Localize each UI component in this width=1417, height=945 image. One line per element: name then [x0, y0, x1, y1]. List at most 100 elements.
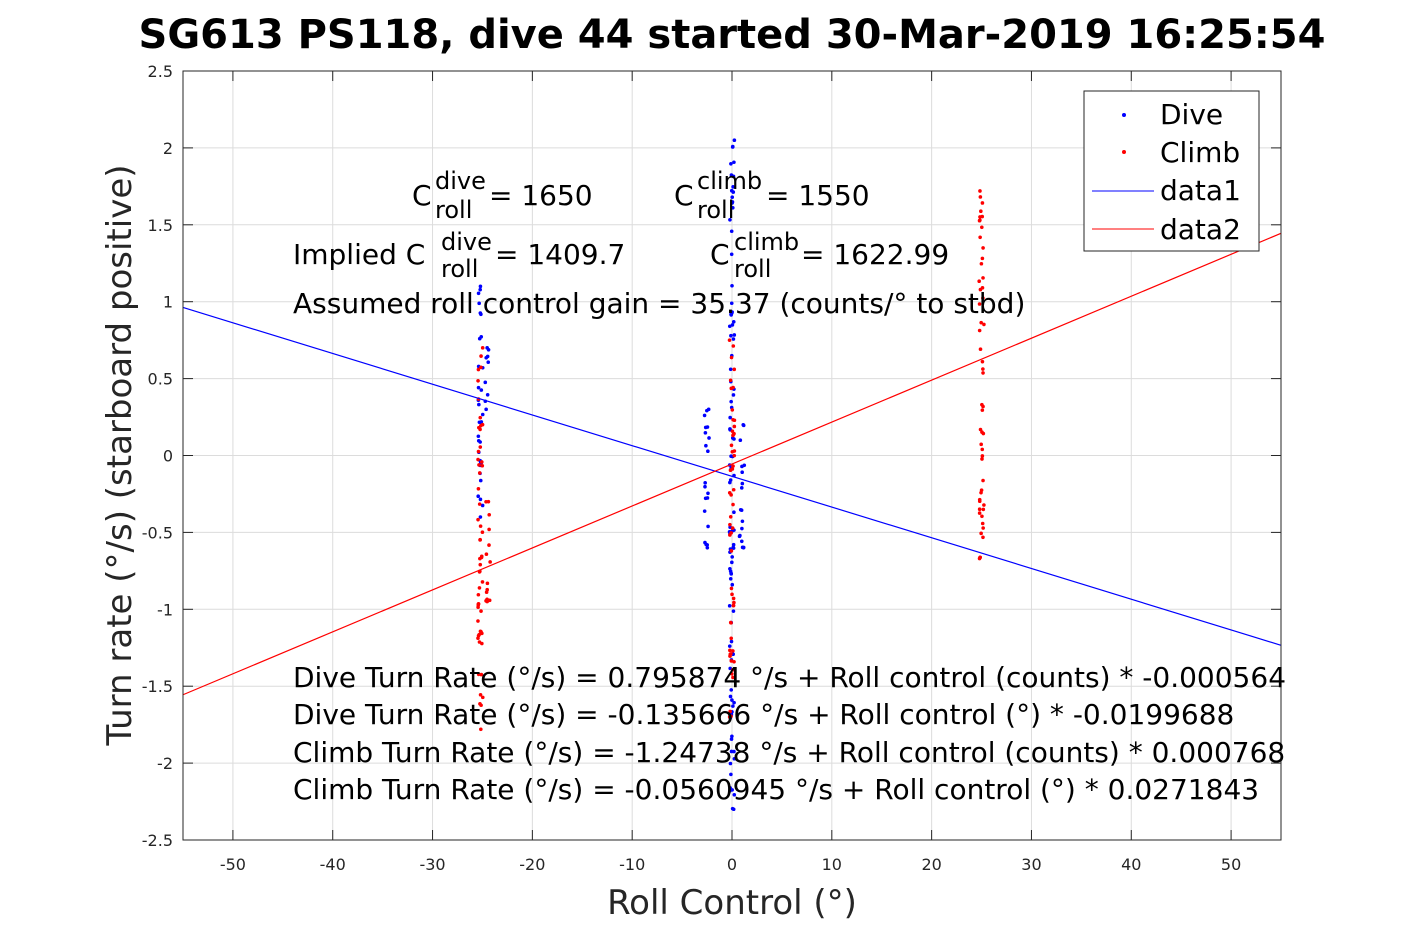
point-dive [730, 560, 734, 565]
point-dive [707, 436, 711, 440]
point-dive [732, 756, 737, 761]
point-climb [478, 537, 482, 542]
point-climb [728, 648, 732, 653]
point-dive [702, 509, 707, 513]
point-dive [705, 496, 710, 500]
point-climb [978, 347, 983, 352]
point-climb [732, 431, 736, 436]
point-climb [476, 378, 480, 383]
point-climb [981, 246, 985, 250]
point-climb [731, 649, 735, 653]
point-dive [729, 301, 734, 306]
point-climb [980, 359, 985, 364]
point-dive [485, 392, 490, 397]
point-dive [732, 160, 736, 165]
point-climb [478, 415, 483, 420]
point-dive [728, 217, 732, 222]
point-climb [980, 514, 984, 519]
point-dive [727, 604, 732, 608]
point-climb [476, 672, 481, 677]
implied-c-roll-climb-subscript: roll [734, 255, 771, 283]
point-climb [977, 499, 982, 504]
point-climb [978, 189, 982, 193]
point-climb [479, 423, 483, 428]
point-dive [483, 380, 488, 385]
point-dive [704, 443, 708, 448]
point-climb [728, 514, 733, 519]
point-climb [486, 499, 491, 504]
point-dive [729, 161, 733, 166]
point-dive [730, 698, 734, 702]
implied-c-roll-climb-value: = 1622.99 [801, 238, 949, 271]
point-climb [979, 209, 983, 214]
point-dive [730, 582, 735, 587]
point-climb [979, 320, 983, 325]
point-climb [479, 609, 483, 613]
point-climb [480, 530, 485, 535]
point-climb [480, 346, 485, 350]
point-climb [731, 502, 735, 507]
point-climb [977, 279, 981, 283]
point-dive [738, 438, 743, 443]
legend-data2-label: data2 [1160, 213, 1241, 246]
point-climb [478, 524, 483, 528]
point-dive [478, 284, 483, 289]
point-climb [980, 521, 985, 526]
point-climb [979, 488, 984, 492]
point-climb [480, 580, 485, 584]
point-dive [732, 510, 736, 514]
point-dive [729, 188, 734, 193]
point-climb [732, 659, 736, 664]
point-dive [738, 533, 742, 538]
point-dive [703, 481, 707, 485]
point-dive [729, 639, 734, 644]
point-dive [729, 399, 733, 404]
point-dive [478, 440, 482, 444]
point-dive [730, 200, 735, 204]
point-climb [980, 447, 985, 452]
point-climb [728, 533, 732, 537]
point-dive [480, 412, 485, 417]
point-dive [729, 688, 734, 692]
point-dive [706, 449, 710, 454]
point-climb [729, 659, 734, 663]
annotations: C dive roll = 1650 C climb roll = 1550 I… [293, 167, 1286, 806]
point-dive [476, 291, 481, 296]
point-climb [981, 478, 985, 483]
dive-fit-counts-equation: Dive Turn Rate (°/s) = 0.795874 °/s + Ro… [293, 661, 1286, 694]
point-dive [731, 704, 735, 708]
point-dive [740, 470, 744, 475]
roll-gain-annotation: Assumed roll control gain = 35.37 (count… [293, 287, 1025, 320]
point-dive [478, 311, 483, 315]
point-dive [478, 287, 482, 292]
point-dive [703, 540, 707, 545]
y-tick-label: -1 [157, 600, 173, 619]
point-dive [728, 576, 733, 581]
point-dive [485, 354, 490, 359]
point-climb [487, 512, 492, 517]
point-climb [477, 463, 481, 467]
point-dive [731, 337, 736, 341]
point-climb [476, 636, 480, 641]
x-tick-label: -20 [519, 855, 545, 874]
point-dive [703, 484, 707, 489]
point-climb [485, 587, 490, 592]
point-climb [729, 493, 733, 497]
point-climb [731, 675, 735, 680]
point-climb [477, 502, 482, 506]
point-dive [732, 793, 737, 797]
point-climb [476, 457, 480, 462]
c-roll-dive-superscript: dive [435, 167, 486, 195]
point-climb [488, 560, 492, 564]
point-climb [980, 225, 984, 230]
point-climb [980, 457, 984, 461]
point-dive [739, 539, 744, 544]
point-dive [484, 407, 488, 412]
point-dive [729, 333, 733, 338]
plot-data [182, 138, 1282, 812]
point-dive [478, 515, 483, 519]
x-axis-label: Roll Control (°) [607, 883, 857, 923]
point-climb [980, 286, 985, 290]
c-roll-dive-symbol: C [412, 179, 432, 212]
